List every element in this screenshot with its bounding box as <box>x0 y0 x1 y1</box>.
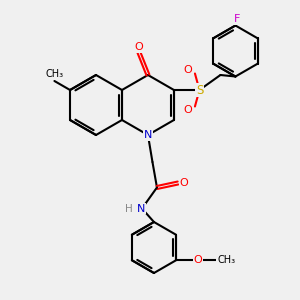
Text: O: O <box>135 42 143 52</box>
Text: N: N <box>137 203 146 214</box>
Text: O: O <box>183 105 192 115</box>
Text: F: F <box>234 14 240 25</box>
Text: O: O <box>194 255 202 265</box>
Text: O: O <box>183 65 192 75</box>
Text: H: H <box>125 203 133 214</box>
Text: N: N <box>144 130 152 140</box>
Text: S: S <box>196 83 203 97</box>
Text: O: O <box>180 178 188 188</box>
Text: CH₃: CH₃ <box>45 69 64 80</box>
Text: CH₃: CH₃ <box>217 255 235 265</box>
